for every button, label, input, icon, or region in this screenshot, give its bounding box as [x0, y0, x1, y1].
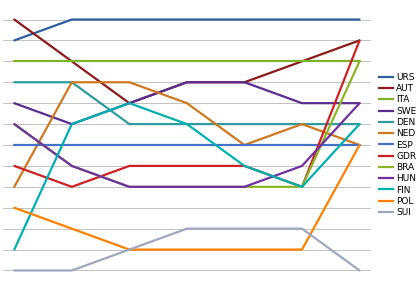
Legend: URS, AUT, ITA, SWE, DEN, NED, ESP, GDR, BRA, HUN, FIN, POL, SUI: URS, AUT, ITA, SWE, DEN, NED, ESP, GDR, … — [379, 73, 416, 217]
